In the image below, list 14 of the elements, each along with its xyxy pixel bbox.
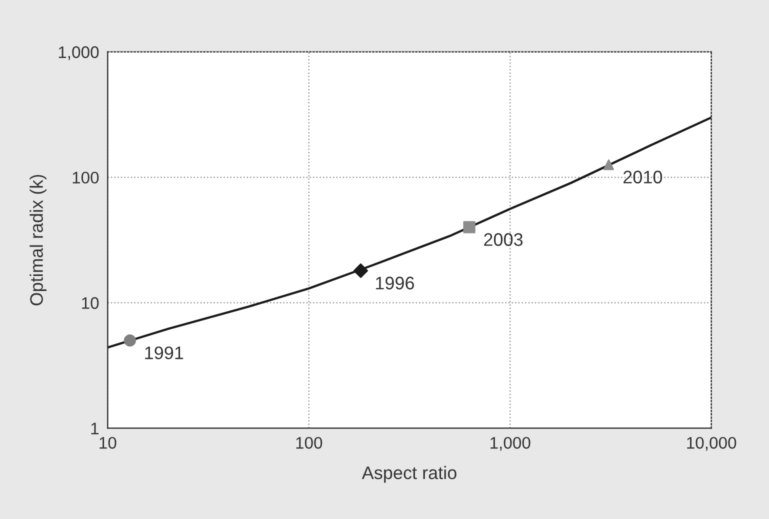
annotation: 1996 xyxy=(376,276,414,290)
y-tick-label: 1,000 xyxy=(58,46,99,60)
x-tick-label: 10,000 xyxy=(687,436,736,451)
annotation: 2010 xyxy=(623,170,662,184)
annotation: 2003 xyxy=(484,233,523,246)
annotation: 1991 xyxy=(145,346,184,360)
y-tick-label: 1 xyxy=(91,422,99,434)
x-tick-label: 10 xyxy=(100,436,116,449)
x-tick-label: 1,000 xyxy=(490,436,530,451)
y-axis-title: Optimal radix (k) xyxy=(30,174,47,306)
y-tick-label: 10 xyxy=(82,297,99,309)
y-tick-label: 100 xyxy=(72,172,99,184)
x-tick-label: 100 xyxy=(296,436,322,449)
x-axis-title: Aspect ratio xyxy=(362,466,456,483)
